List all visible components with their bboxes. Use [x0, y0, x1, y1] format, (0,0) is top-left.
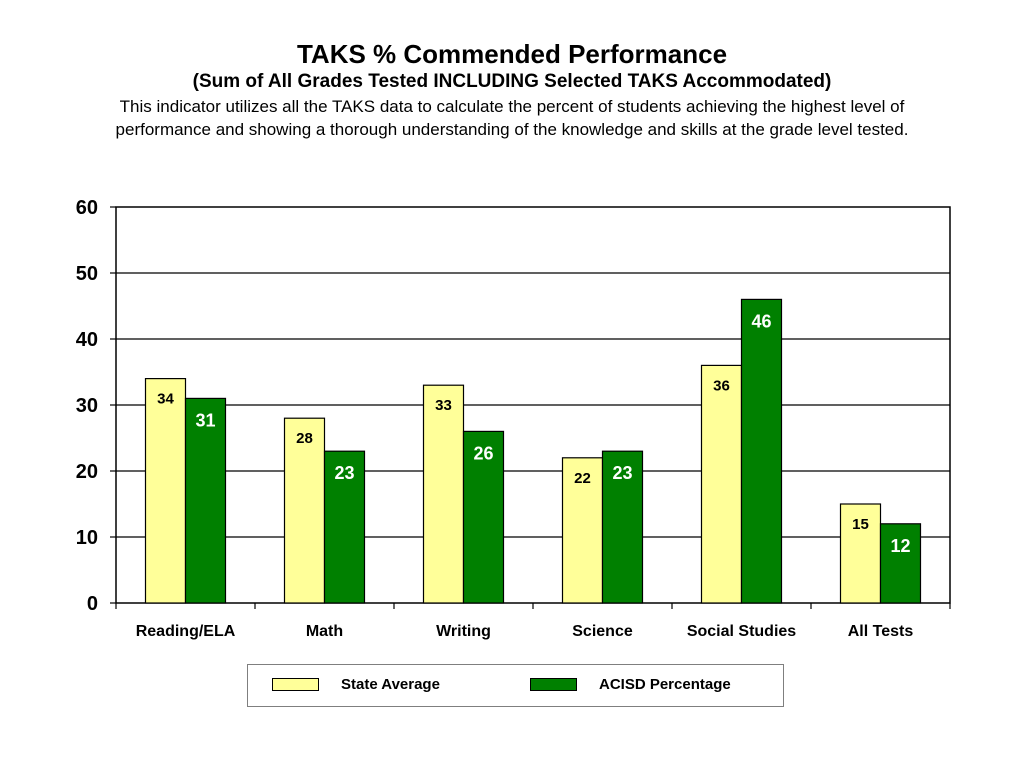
y-tick-label-60: 60	[76, 197, 98, 219]
chart-header: TAKS % Commended Performance (Sum of All…	[0, 38, 1024, 141]
x-tick-label-writing: Writing	[436, 623, 491, 640]
data-label-acisd-percentage-math: 23	[334, 463, 354, 483]
bar-state-average-social-studies	[700, 364, 743, 604]
y-tick-label-10: 10	[76, 527, 98, 549]
x-tick-label-reading-ela: Reading/ELA	[136, 623, 236, 640]
legend-swatch-state-average	[272, 677, 319, 691]
data-label-acisd-percentage-social-studies: 46	[751, 311, 771, 331]
legend-label-state-average: State Average	[341, 675, 440, 693]
bar-acisd-percentage-math	[323, 450, 366, 604]
data-label-state-average-all-tests: 15	[852, 516, 869, 533]
chart-title: TAKS % Commended Performance	[296, 39, 728, 69]
bar-acisd-percentage-all-tests	[879, 523, 922, 604]
data-label-acisd-percentage-science: 23	[612, 463, 632, 483]
bar-acisd-percentage-social-studies	[740, 298, 783, 604]
data-label-acisd-percentage-writing: 26	[473, 443, 493, 463]
y-tick-label-50: 50	[76, 263, 98, 285]
data-label-state-average-writing: 33	[435, 397, 452, 414]
data-label-acisd-percentage-reading-ela: 31	[195, 410, 215, 430]
x-tick-label-social-studies: Social Studies	[687, 623, 796, 640]
y-tick-label-30: 30	[76, 395, 98, 417]
x-tick-label-all-tests: All Tests	[848, 623, 914, 640]
data-label-state-average-social-studies: 36	[713, 377, 730, 394]
data-label-state-average-reading-ela: 34	[157, 391, 174, 408]
bar-acisd-percentage-reading-ela	[184, 397, 227, 604]
bar-acisd-percentage-science	[601, 450, 644, 604]
legend-item-acisd-percentage: ACISD Percentage	[530, 675, 731, 693]
bar-acisd-percentage-writing	[462, 430, 505, 604]
bar-state-average-writing	[422, 384, 465, 604]
legend-swatch-acisd-percentage	[530, 677, 577, 691]
bar-state-average-all-tests	[839, 503, 882, 604]
bar-state-average-reading-ela	[144, 378, 187, 604]
data-label-state-average-science: 22	[574, 470, 591, 487]
y-tick-label-40: 40	[76, 329, 98, 351]
chart-description: This indicator utilizes all the TAKS dat…	[115, 97, 909, 139]
data-label-acisd-percentage-all-tests: 12	[890, 536, 910, 556]
bar-state-average-math	[283, 417, 326, 604]
x-tick-label-math: Math	[306, 623, 343, 640]
bar-chart: 0 10 20 30 40 50 60 34 31 Reading/ELA 28 23 Math 33 26…	[76, 197, 951, 640]
legend-item-state-average: State Average	[272, 675, 440, 693]
legend-label-acisd-percentage: ACISD Percentage	[599, 675, 731, 693]
x-tick-label-science: Science	[572, 623, 633, 640]
y-tick-label-20: 20	[76, 461, 98, 483]
chart-subtitle: (Sum of All Grades Tested INCLUDING Sele…	[192, 71, 832, 92]
chart-legend: State Average ACISD Percentage	[247, 664, 784, 707]
y-tick-label-0: 0	[87, 593, 98, 615]
data-label-state-average-math: 28	[296, 430, 313, 447]
